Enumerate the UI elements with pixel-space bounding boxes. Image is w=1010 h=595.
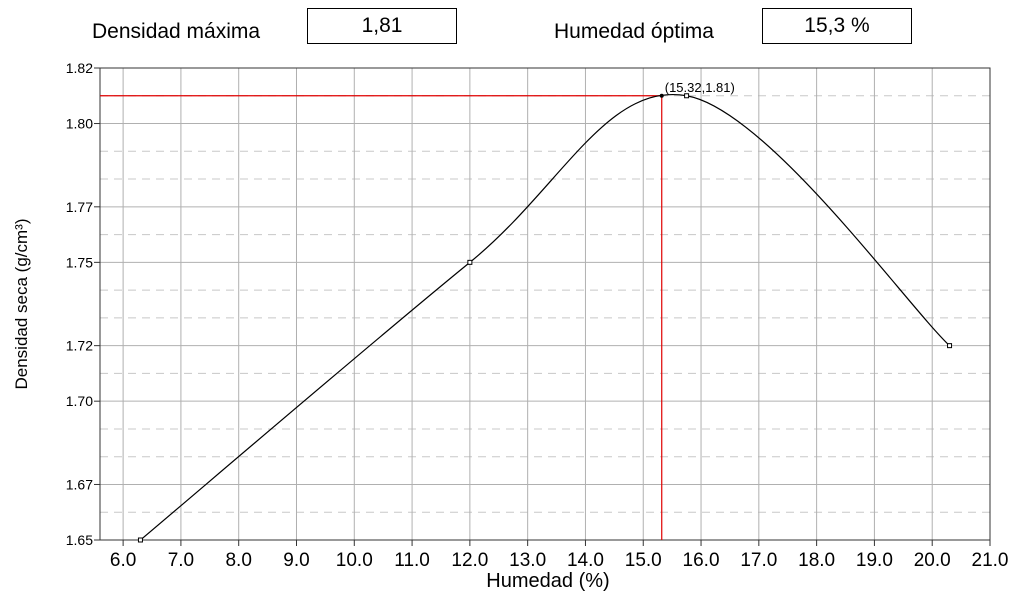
x-tick-label: 17.0 xyxy=(740,550,777,571)
data-point xyxy=(684,93,690,99)
x-tick-label: 15.0 xyxy=(625,550,662,571)
compaction-curve xyxy=(140,93,950,541)
reference-lines xyxy=(100,95,663,540)
peak-annotation: (15.32,1.81) xyxy=(665,80,735,95)
x-tick-label: 11.0 xyxy=(394,550,430,571)
y-tick-label: 1.75 xyxy=(66,254,93,270)
x-tick-label: 9.0 xyxy=(283,550,309,571)
y-tick-label: 1.77 xyxy=(66,199,93,215)
x-tick-label: 18.0 xyxy=(798,550,835,571)
optimal-moisture-label: Humedad óptima xyxy=(554,20,714,43)
x-tick-label: 14.0 xyxy=(567,550,604,571)
x-tick-label: 19.0 xyxy=(856,550,893,571)
x-tick-label: 6.0 xyxy=(110,550,136,571)
data-point xyxy=(137,537,143,543)
optimal-moisture-value-box: 15,3 % xyxy=(762,8,912,44)
y-tick-label: 1.72 xyxy=(66,338,93,354)
x-tick-label: 21.0 xyxy=(972,550,1009,571)
peak-point xyxy=(659,93,664,98)
points-layer xyxy=(137,93,953,543)
max-density-label: Densidad máxima xyxy=(92,20,261,43)
grid-layer xyxy=(100,67,991,541)
y-tick-label: 1.70 xyxy=(66,393,93,409)
x-axis-label: Humedad (%) xyxy=(486,570,609,592)
data-point xyxy=(947,343,953,349)
plot-frame xyxy=(99,67,991,541)
data-point xyxy=(467,259,473,265)
y-tick-label: 1.65 xyxy=(66,532,93,548)
x-tick-label: 8.0 xyxy=(225,550,251,571)
x-tick-label: 10.0 xyxy=(336,550,373,571)
x-tick-label: 16.0 xyxy=(683,550,720,571)
x-tick-label: 12.0 xyxy=(451,550,488,571)
max-density-value-box: 1,81 xyxy=(307,8,457,44)
x-tick-label: 20.0 xyxy=(914,550,951,571)
x-tick-label: 13.0 xyxy=(509,550,546,571)
x-tick-label: 7.0 xyxy=(168,550,194,571)
ticks-layer: 6.0 7.0 8.0 9.0 10.0 11.0 12.0 13.0 14.0 15.0 16.0… xyxy=(66,60,1009,571)
y-tick-label: 1.80 xyxy=(66,116,93,132)
y-tick-label: 1.67 xyxy=(66,476,93,492)
y-tick-label: 1.82 xyxy=(66,60,93,76)
y-axis-label: Densidad seca (g/cm³) xyxy=(12,218,31,389)
